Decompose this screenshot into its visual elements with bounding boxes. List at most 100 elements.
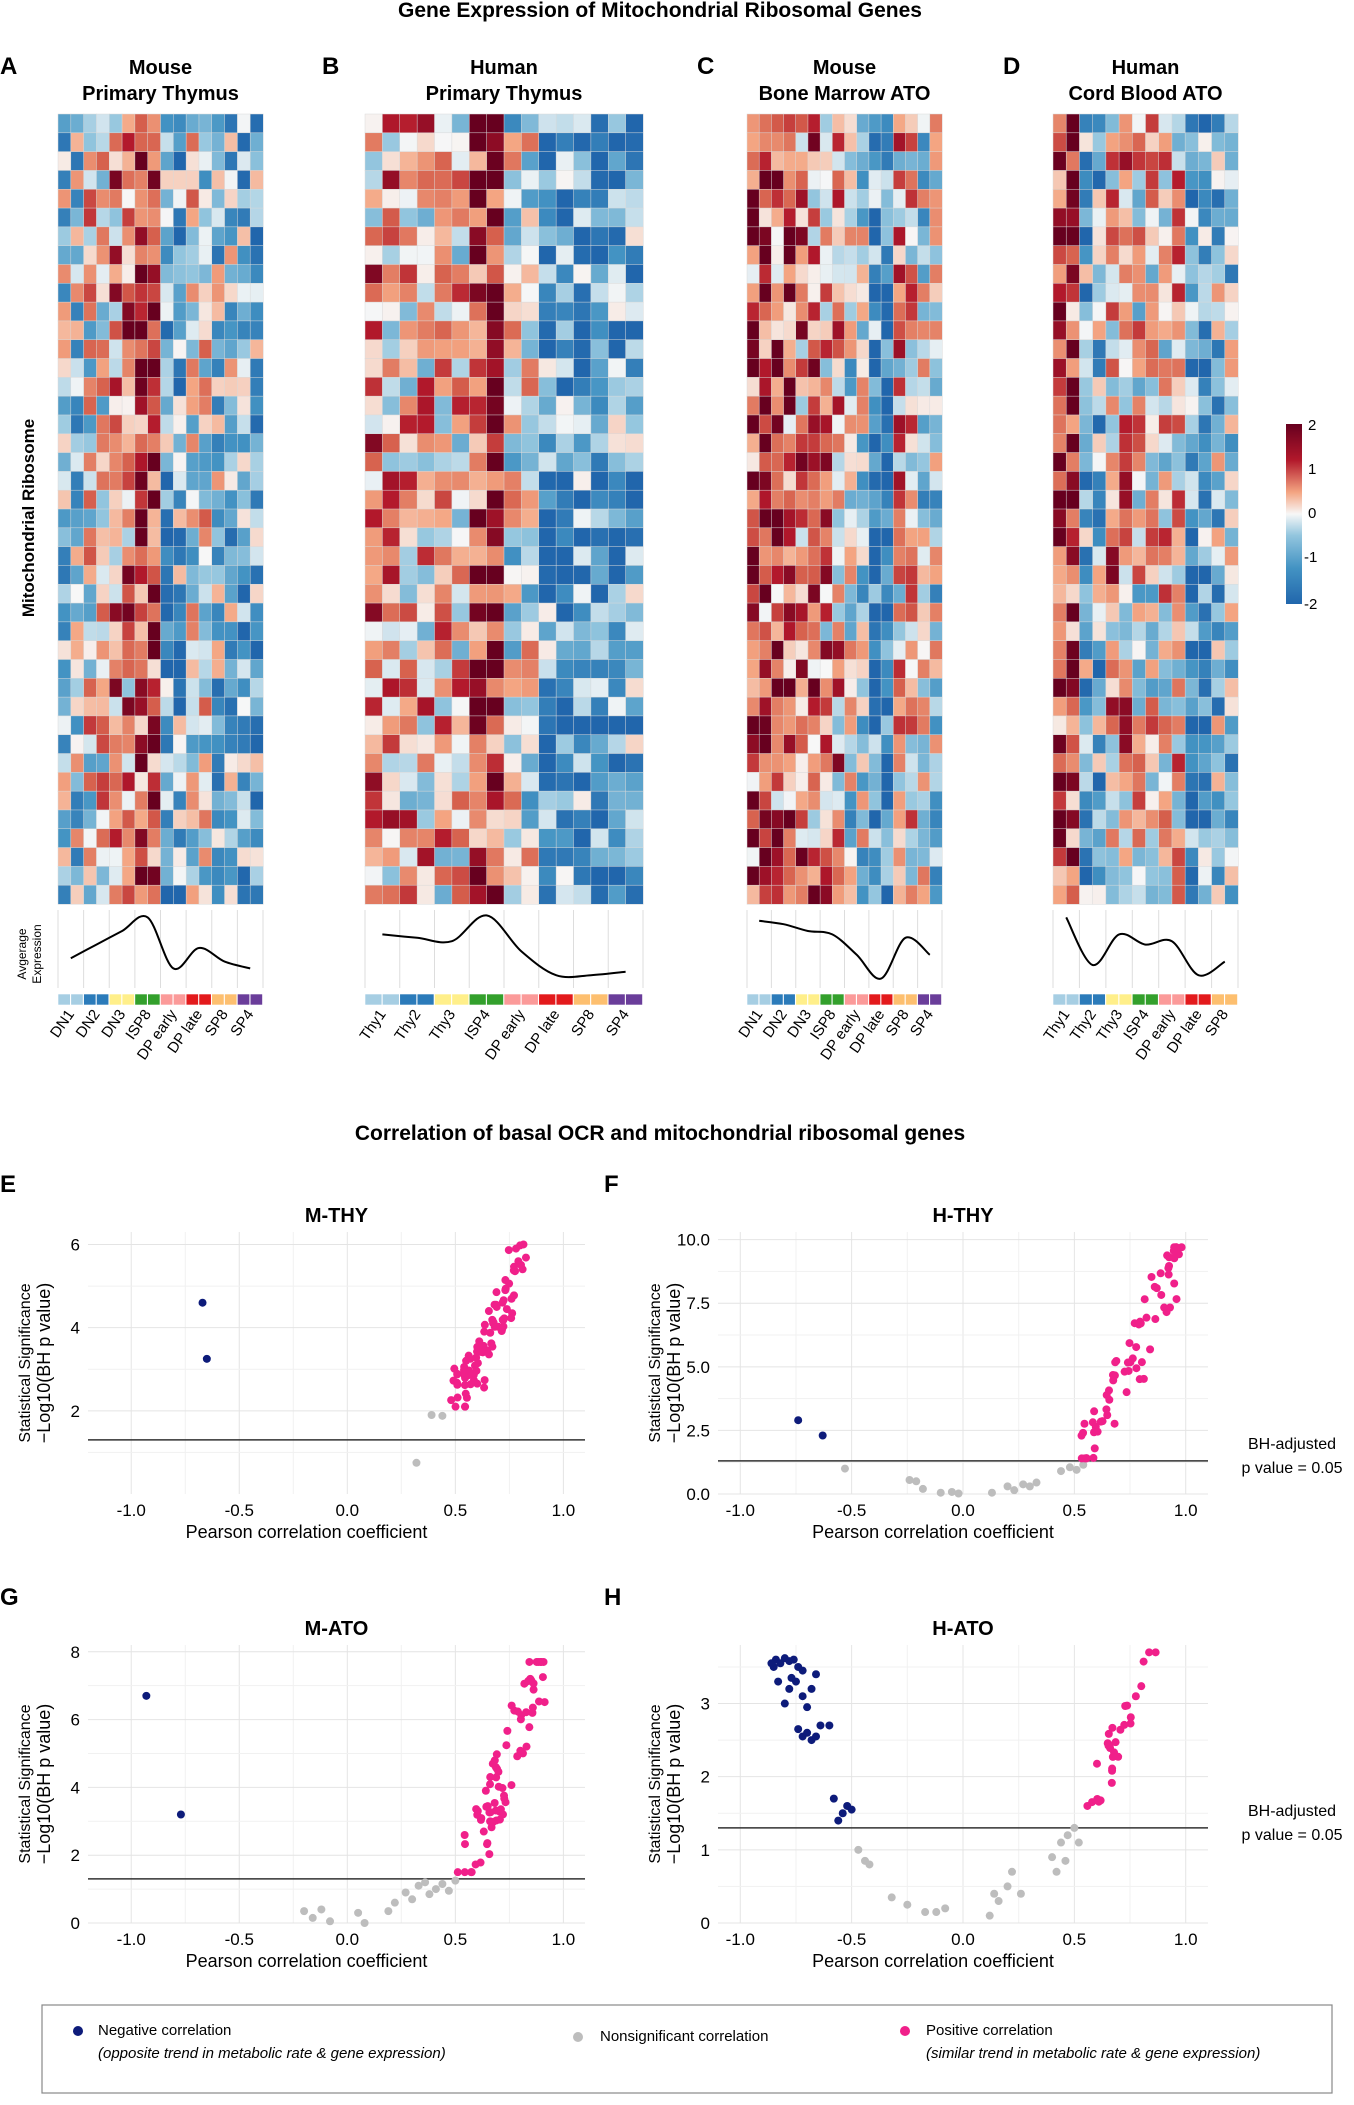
heatmap-cell — [1079, 264, 1094, 284]
heatmap-title-line1: Mouse — [813, 57, 876, 79]
heatmap-cell — [173, 301, 187, 322]
heatmap-cell — [1198, 621, 1213, 642]
heatmap-cell — [249, 772, 264, 792]
heatmap-cell — [173, 226, 187, 247]
heatmap-cell — [1224, 339, 1239, 360]
heatmap-cell — [160, 790, 174, 811]
heatmap-cell — [83, 320, 97, 341]
heatmap-cell — [134, 414, 149, 435]
heatmap-cell — [249, 508, 264, 529]
heatmap-cell — [819, 790, 833, 811]
heatmap-cell — [1065, 226, 1080, 247]
heatmap-cell — [625, 847, 644, 867]
heatmap-cell — [434, 565, 453, 585]
heatmap-cell — [819, 546, 833, 566]
heatmap-cell — [1118, 565, 1133, 585]
heatmap-cell — [771, 828, 785, 849]
heatmap-cell — [608, 678, 627, 698]
point-negative — [142, 1691, 151, 1700]
heatmap-cell — [880, 283, 894, 303]
stage-label: Thy3 — [1093, 1007, 1126, 1044]
heatmap-cell — [771, 659, 785, 679]
heatmap-cell — [1158, 847, 1173, 867]
heatmap-cell — [608, 358, 627, 378]
heatmap-cell — [844, 489, 858, 510]
heatmap-cell — [608, 790, 627, 811]
heatmap-cell — [224, 188, 238, 209]
heatmap-cell — [96, 583, 110, 604]
heatmap-cell — [917, 772, 931, 792]
point-nonsignificant — [954, 1489, 963, 1498]
point-nonsignificant — [1019, 1480, 1028, 1489]
point-positive — [1090, 1444, 1099, 1453]
heatmap-cell — [469, 358, 488, 378]
heatmap-cell — [434, 207, 453, 228]
heatmap-cell — [807, 414, 821, 435]
heatmap-cell — [868, 621, 882, 642]
heatmap-cell — [590, 414, 609, 435]
heatmap-cell — [1118, 602, 1133, 623]
point-positive — [460, 1381, 469, 1390]
y-tick-label: 0 — [71, 1914, 80, 1933]
heatmap-cell — [1065, 207, 1080, 228]
heatmap-cell — [555, 678, 575, 698]
point-positive — [522, 1742, 531, 1751]
heatmap-cell — [1198, 678, 1213, 698]
heatmap-cell — [109, 809, 123, 830]
heatmap-cell — [521, 377, 540, 397]
heatmap-cell — [486, 320, 505, 341]
heatmap-cell — [905, 377, 919, 397]
legend-pos-sub: (similar trend in metabolic rate & gene … — [926, 2045, 1260, 2062]
x-tick-label: -1.0 — [117, 1501, 146, 1520]
point-nonsignificant — [444, 1886, 453, 1895]
heatmap-cell — [856, 602, 870, 623]
heatmap-cell — [807, 132, 821, 153]
heatmap-cell — [237, 151, 251, 171]
heatmap-cell — [399, 621, 418, 642]
heatmap-cell — [1118, 301, 1133, 322]
heatmap-cell — [57, 188, 72, 209]
heatmap-cell — [434, 508, 453, 529]
heatmap-cell — [573, 546, 592, 566]
heatmap-cell — [521, 207, 540, 228]
heatmap-cell — [868, 320, 882, 341]
heatmap-cell — [807, 207, 821, 228]
heatmap-cell — [844, 696, 858, 717]
heatmap-cell — [856, 847, 870, 867]
heatmap-cell — [109, 565, 123, 585]
heatmap-cell — [905, 113, 919, 134]
heatmap-cell — [469, 395, 488, 416]
heatmap-cell — [1105, 358, 1120, 378]
heatmap-cell — [844, 866, 858, 886]
heatmap-cell — [795, 358, 809, 378]
heatmap-cell — [555, 696, 575, 717]
heatmap-cell — [844, 508, 858, 529]
heatmap-cell — [521, 132, 540, 153]
point-positive — [1170, 1254, 1179, 1263]
heatmap-cell — [486, 866, 505, 886]
heatmap-cell — [96, 264, 110, 284]
panel-letter: H — [604, 1584, 621, 1611]
heatmap-cell — [70, 471, 85, 491]
heatmap-cell — [434, 678, 453, 698]
stage-color-cell — [249, 993, 263, 1006]
heatmap-cell — [134, 301, 149, 322]
heatmap-cell — [795, 301, 809, 322]
point-positive — [461, 1373, 470, 1382]
heatmap-cell — [185, 659, 200, 679]
heatmap-cell — [625, 734, 644, 755]
heatmap-cell — [758, 170, 772, 190]
heatmap-cell — [121, 772, 136, 792]
heatmap-cell — [771, 264, 785, 284]
heatmap-cell — [83, 471, 97, 491]
heatmap-cell — [905, 678, 919, 698]
heatmap-cell — [198, 527, 213, 548]
heatmap-cell — [134, 132, 149, 153]
heatmap-cell — [503, 489, 522, 510]
heatmap-cell — [364, 772, 383, 792]
heatmap-cell — [573, 245, 592, 266]
heatmap-cell — [1224, 659, 1239, 679]
heatmap-cell — [160, 433, 174, 454]
heatmap-cell — [1105, 132, 1120, 153]
heatmap-cell — [1158, 395, 1173, 416]
